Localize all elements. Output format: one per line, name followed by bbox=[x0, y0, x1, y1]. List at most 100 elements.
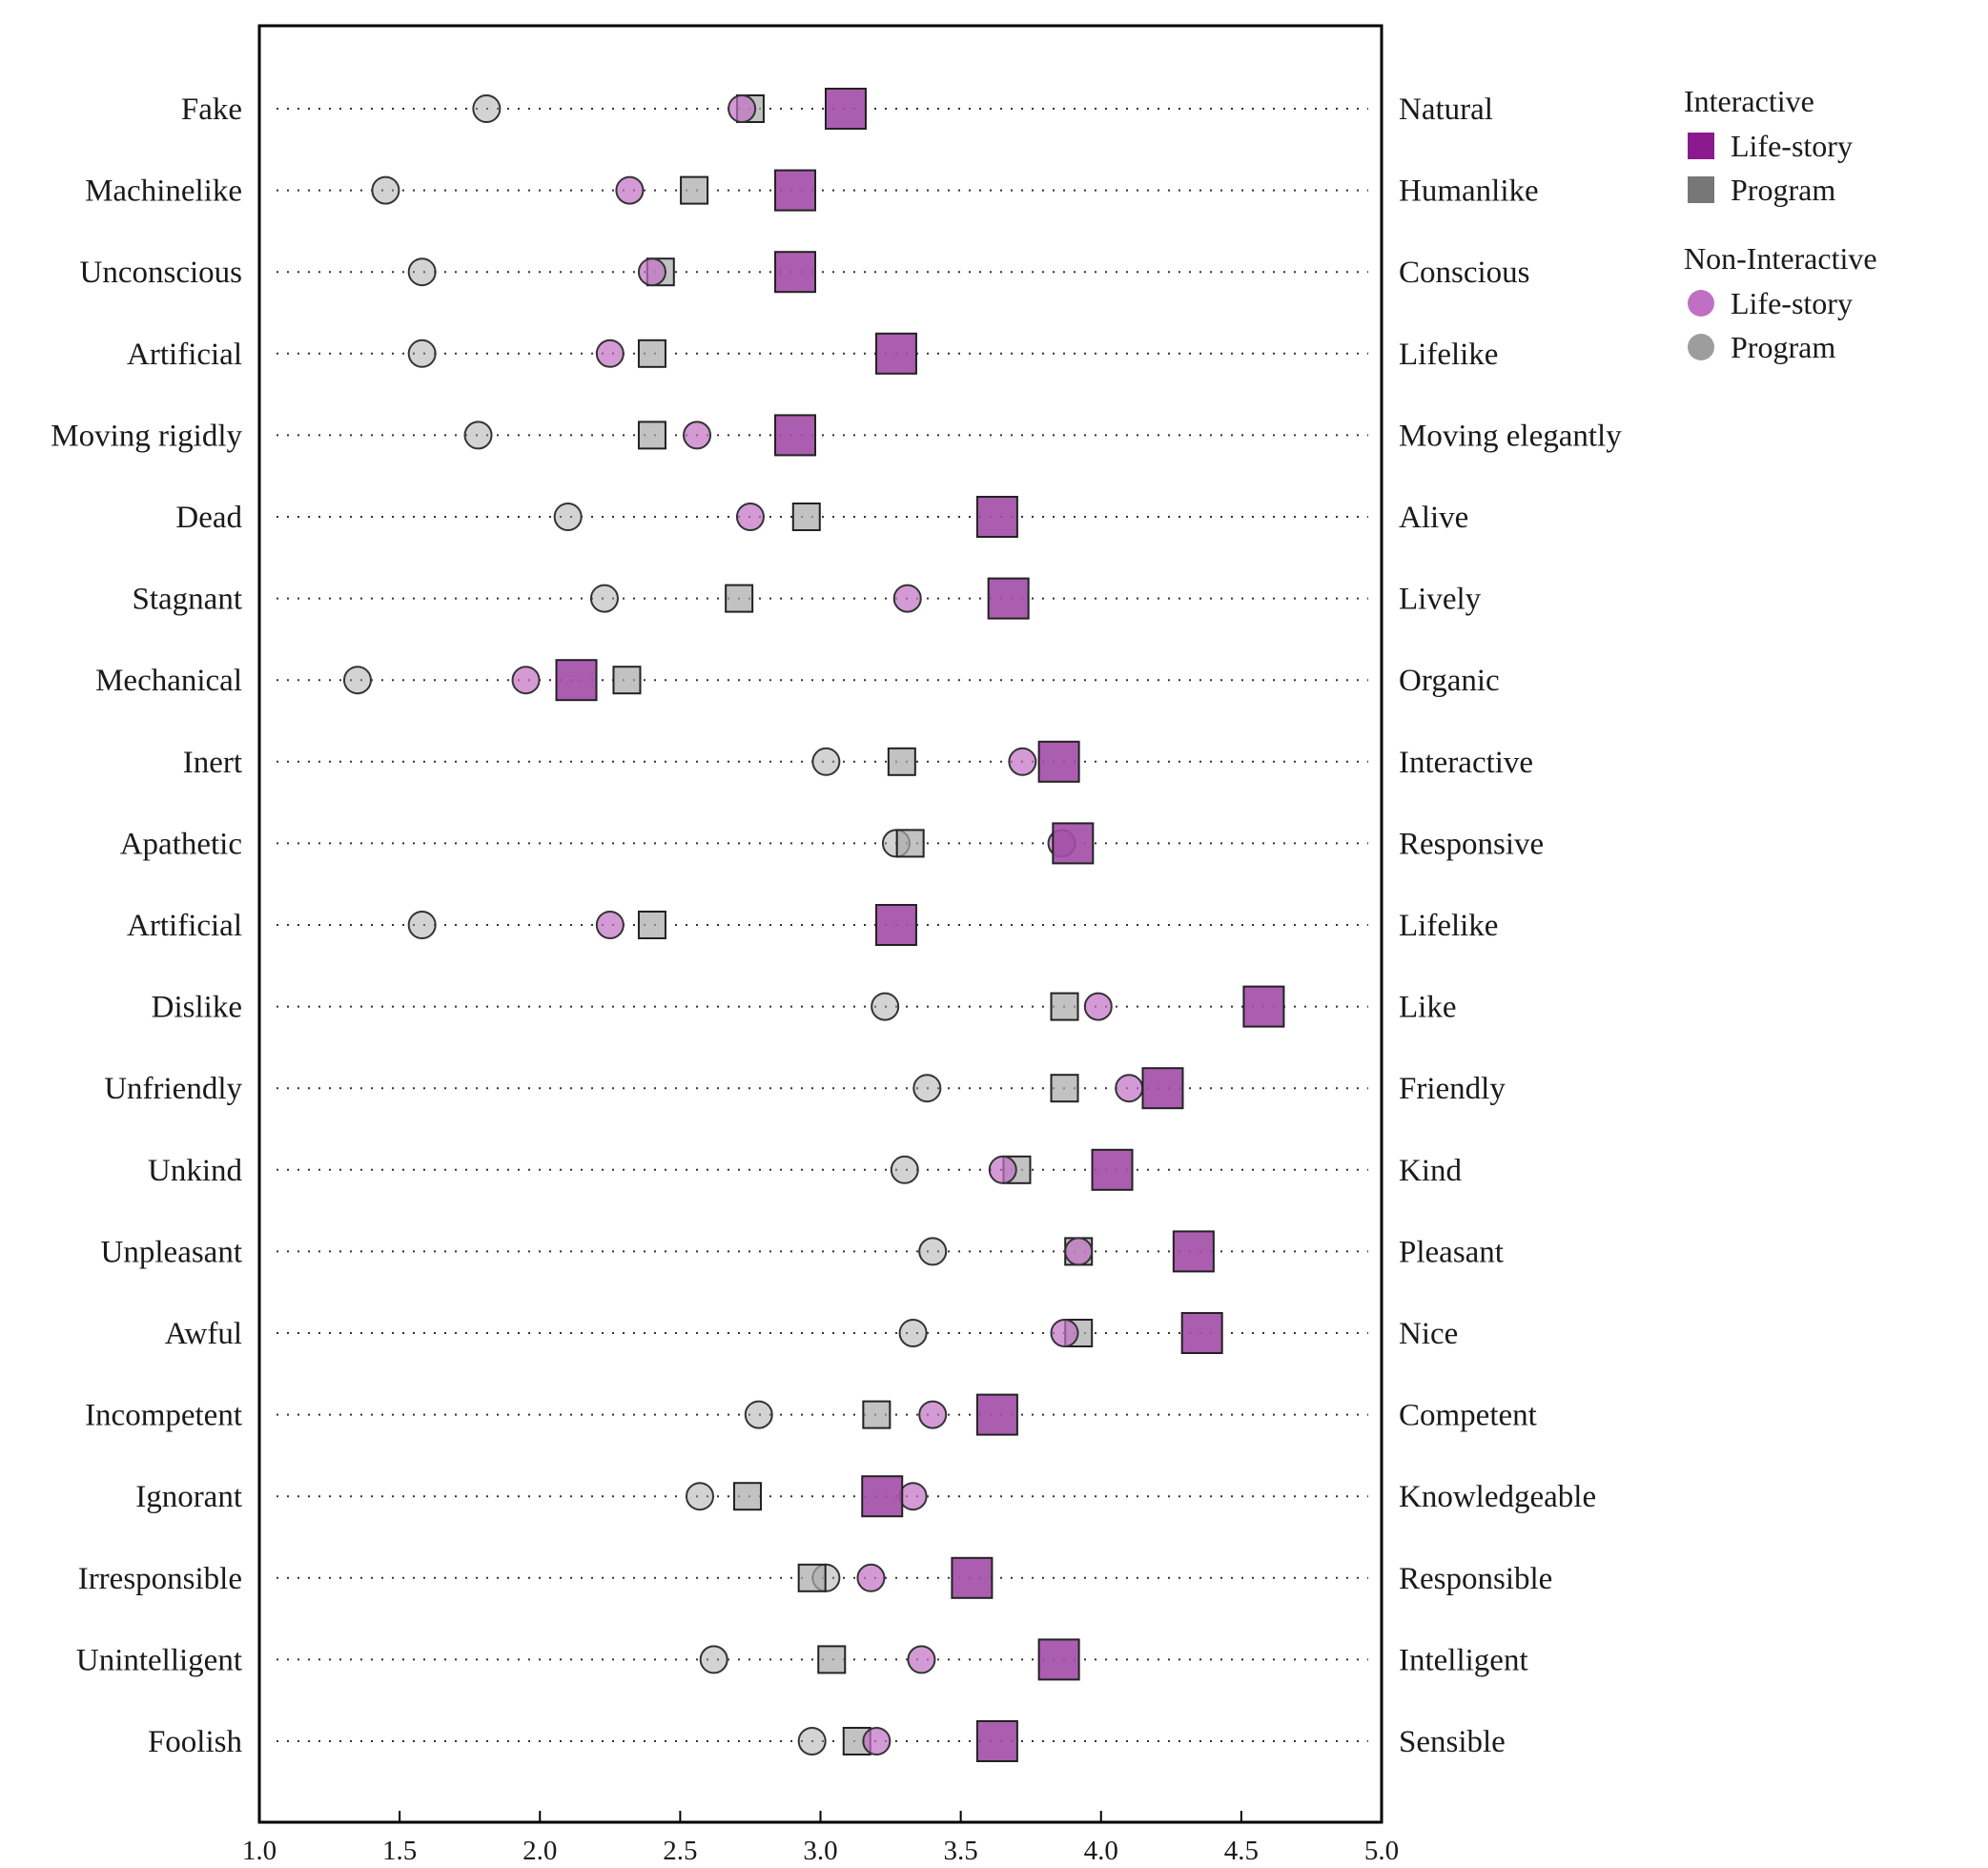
row-label-left: Moving rigidly bbox=[51, 419, 242, 453]
data-marks bbox=[342, 88, 1285, 1762]
legend-group-title: Interactive bbox=[1684, 84, 1814, 118]
point-interactive-life-story bbox=[774, 414, 817, 457]
legend-item-label: Program bbox=[1731, 330, 1835, 364]
point-interactive-program bbox=[1050, 992, 1079, 1021]
point-interactive-life-story bbox=[1037, 1638, 1080, 1681]
point-non-interactive-life-story bbox=[595, 911, 625, 939]
point-non-interactive-program bbox=[912, 1074, 942, 1103]
row-label-right: Lively bbox=[1399, 583, 1482, 617]
row-label-right: Knowledgeable bbox=[1399, 1480, 1596, 1514]
row-label-left: Unpleasant bbox=[101, 1235, 242, 1269]
row-label-left: Unconscious bbox=[80, 256, 242, 290]
legend-item-label: Life-story bbox=[1731, 286, 1853, 320]
point-interactive-life-story bbox=[1037, 740, 1080, 783]
point-non-interactive-life-story bbox=[735, 503, 765, 531]
point-interactive-program bbox=[887, 747, 916, 776]
point-non-interactive-program bbox=[898, 1319, 928, 1347]
point-interactive-program bbox=[797, 1563, 827, 1592]
row-label-left: Inert bbox=[183, 746, 242, 780]
row-label-right: Organic bbox=[1399, 664, 1500, 698]
legend-swatch-square bbox=[1688, 133, 1714, 159]
left-labels: Fake Machinelike Unconscious Artificial Movi… bbox=[51, 92, 242, 1759]
point-non-interactive-life-story bbox=[892, 584, 922, 613]
row-label-right: Responsive bbox=[1399, 827, 1544, 861]
legend-item-label: Program bbox=[1731, 173, 1835, 207]
x-tick-label: 5.0 bbox=[1364, 1836, 1399, 1866]
row-label-right: Lifelike bbox=[1399, 338, 1498, 372]
point-non-interactive-life-story bbox=[918, 1400, 948, 1429]
point-interactive-program bbox=[791, 503, 821, 531]
row-label-left: Dead bbox=[175, 501, 242, 535]
x-tick-label: 4.5 bbox=[1224, 1836, 1259, 1866]
row-label-right: Kind bbox=[1399, 1154, 1463, 1188]
point-non-interactive-program bbox=[890, 1155, 919, 1184]
point-non-interactive-program bbox=[407, 339, 437, 368]
point-interactive-life-story bbox=[975, 1720, 1018, 1762]
point-interactive-life-story bbox=[1172, 1230, 1215, 1273]
row-label-left: Incompetent bbox=[85, 1399, 242, 1433]
row-label-right: Interactive bbox=[1399, 746, 1533, 780]
legend-swatch-square bbox=[1688, 176, 1714, 203]
row-label-right: Moving elegantly bbox=[1399, 419, 1622, 453]
point-non-interactive-life-story bbox=[683, 421, 712, 450]
x-tick-label: 3.5 bbox=[944, 1836, 978, 1866]
point-interactive-program bbox=[612, 666, 642, 695]
point-interactive-life-story bbox=[824, 88, 867, 130]
point-interactive-program bbox=[637, 911, 666, 939]
point-non-interactive-life-story bbox=[988, 1155, 1017, 1184]
point-interactive-life-story bbox=[874, 904, 917, 946]
point-interactive-life-story bbox=[774, 251, 817, 294]
row-label-right: Pleasant bbox=[1399, 1235, 1504, 1269]
legend-swatch-circle bbox=[1688, 334, 1714, 360]
point-non-interactive-life-story bbox=[856, 1563, 886, 1592]
row-label-left: Fake bbox=[181, 92, 242, 127]
row-label-right: Lifelike bbox=[1399, 909, 1498, 943]
row-label-left: Unintelligent bbox=[76, 1643, 242, 1677]
point-interactive-life-story bbox=[1052, 822, 1095, 865]
point-non-interactive-program bbox=[871, 992, 900, 1021]
point-non-interactive-program bbox=[342, 666, 372, 695]
row-label-right: Alive bbox=[1399, 501, 1468, 535]
point-non-interactive-life-story bbox=[862, 1727, 892, 1755]
x-tick-label: 4.0 bbox=[1084, 1836, 1118, 1866]
row-label-left: Dislike bbox=[152, 991, 242, 1025]
row-label-right: Competent bbox=[1399, 1399, 1537, 1433]
point-interactive-program bbox=[817, 1645, 847, 1674]
row-label-left: Artificial bbox=[127, 338, 242, 372]
point-non-interactive-life-story bbox=[1050, 1319, 1079, 1347]
point-interactive-life-story bbox=[861, 1475, 904, 1518]
point-interactive-life-story bbox=[774, 169, 817, 212]
point-interactive-life-story bbox=[1091, 1148, 1134, 1191]
row-label-left: Irresponsible bbox=[78, 1562, 242, 1596]
point-interactive-life-story bbox=[1180, 1312, 1223, 1354]
point-non-interactive-life-story bbox=[615, 175, 645, 205]
row-label-left: Unfriendly bbox=[104, 1072, 242, 1106]
point-non-interactive-life-story bbox=[898, 1482, 928, 1511]
row-label-left: Ignorant bbox=[135, 1480, 242, 1514]
point-interactive-life-story bbox=[874, 332, 917, 375]
row-label-right: Sensible bbox=[1399, 1725, 1506, 1759]
point-non-interactive-program bbox=[463, 421, 493, 450]
point-non-interactive-program bbox=[699, 1645, 728, 1674]
point-interactive-life-story bbox=[975, 496, 1018, 538]
point-interactive-program bbox=[680, 175, 709, 205]
point-interactive-program bbox=[637, 339, 666, 368]
point-non-interactive-program bbox=[811, 747, 841, 776]
point-interactive-life-story bbox=[951, 1556, 994, 1599]
point-interactive-life-story bbox=[1242, 985, 1285, 1028]
point-interactive-program bbox=[895, 829, 925, 858]
x-tick-label: 2.5 bbox=[663, 1836, 697, 1866]
point-non-interactive-program bbox=[472, 94, 502, 123]
point-non-interactive-program bbox=[407, 257, 437, 287]
x-tick-label: 2.0 bbox=[523, 1836, 557, 1866]
x-axis: 1.0 1.5 2.0 2.5 3.0 3.5 4.0 4.5 5.0 bbox=[242, 1811, 1399, 1866]
row-label-left: Unkind bbox=[148, 1154, 243, 1188]
row-label-right: Intelligent bbox=[1399, 1643, 1528, 1677]
x-tick-label: 1.0 bbox=[242, 1836, 277, 1866]
point-non-interactive-program bbox=[744, 1400, 773, 1429]
row-guides bbox=[277, 108, 1368, 1742]
point-interactive-program bbox=[862, 1400, 892, 1429]
point-non-interactive-program bbox=[407, 911, 437, 939]
point-interactive-program bbox=[725, 584, 754, 613]
point-non-interactive-program bbox=[371, 175, 400, 205]
